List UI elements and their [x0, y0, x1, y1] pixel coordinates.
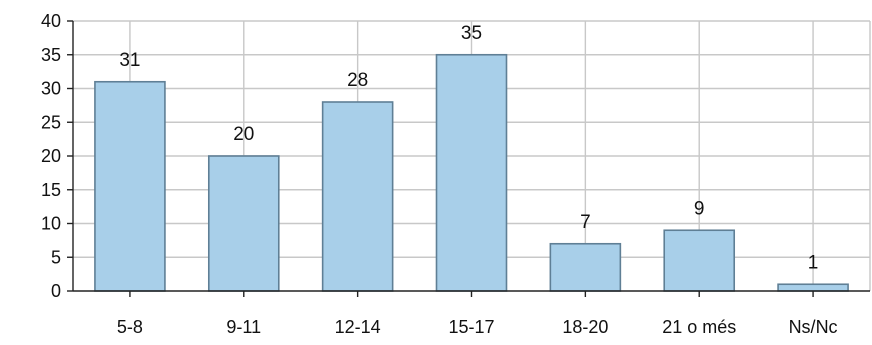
y-tick-label: 40 [41, 11, 61, 31]
bar [321, 101, 394, 292]
bar [207, 155, 280, 292]
bar-value-label: 20 [233, 124, 254, 145]
bar-value-label: 28 [347, 70, 368, 91]
bar [549, 242, 622, 292]
axes [67, 20, 870, 297]
y-tick-label: 30 [41, 79, 61, 99]
bar-value-label: 9 [694, 198, 705, 219]
labels: 0 5 10 15 20 25 30 35 40 31 5-8 20 9-11 28 12-14 35 15-1… [41, 11, 838, 337]
bar [663, 229, 736, 292]
x-category-label: 5-8 [117, 317, 143, 337]
x-category-label: 18-20 [562, 317, 608, 337]
y-tick-label: 5 [51, 247, 61, 267]
bar [94, 80, 166, 292]
y-tick-label: 25 [41, 112, 61, 132]
y-tick-label: 0 [51, 281, 61, 301]
y-tick-label: 35 [41, 45, 61, 65]
bar-value-label: 31 [119, 50, 140, 71]
bar-value-label: 35 [461, 23, 482, 44]
x-category-label: 9-11 [226, 317, 261, 337]
y-tick-label: 15 [41, 180, 61, 200]
x-category-label: 15-17 [448, 317, 494, 337]
bar [777, 283, 849, 292]
bar-value-label: 7 [580, 212, 591, 233]
bars [94, 53, 849, 292]
bar [435, 53, 508, 292]
bar-value-label: 1 [808, 252, 819, 273]
x-category-label: Ns/Nc [789, 317, 838, 337]
y-tick-label: 20 [41, 146, 61, 166]
y-tick-label: 10 [41, 214, 61, 234]
x-category-label: 21 o més [662, 317, 736, 337]
x-category-label: 12-14 [335, 317, 381, 337]
